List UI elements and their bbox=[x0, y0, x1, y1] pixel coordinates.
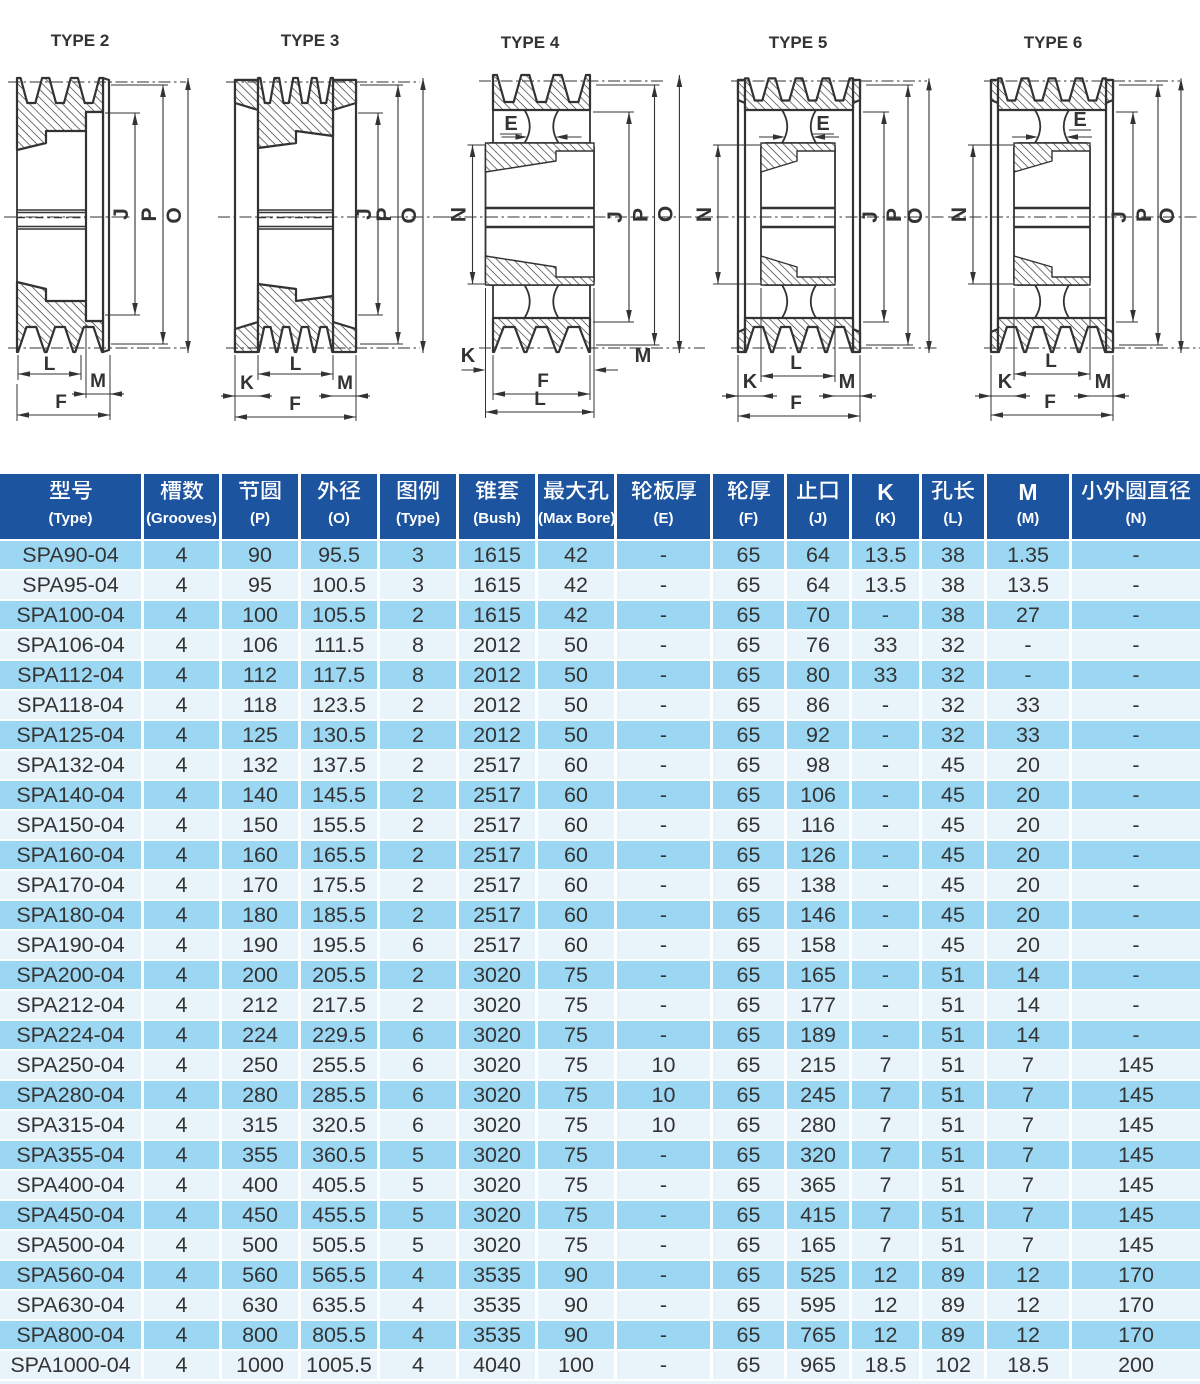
svg-text:M: M bbox=[635, 345, 652, 367]
svg-text:K: K bbox=[743, 371, 758, 393]
svg-text:L: L bbox=[44, 354, 56, 375]
svg-text:P: P bbox=[138, 207, 161, 221]
svg-text:O: O bbox=[904, 208, 927, 224]
svg-text:J: J bbox=[604, 211, 627, 223]
svg-text:P: P bbox=[373, 207, 396, 221]
svg-text:F: F bbox=[537, 371, 549, 392]
svg-text:N: N bbox=[693, 207, 716, 222]
svg-text:N: N bbox=[948, 207, 971, 222]
svg-text:K: K bbox=[240, 373, 254, 394]
svg-text:M: M bbox=[839, 371, 856, 393]
svg-text:O: O bbox=[654, 206, 677, 222]
svg-text:E: E bbox=[1073, 109, 1086, 131]
svg-text:TYPE 3: TYPE 3 bbox=[281, 31, 340, 50]
svg-text:F: F bbox=[55, 392, 67, 413]
svg-text:J: J bbox=[110, 208, 133, 220]
svg-text:TYPE 5: TYPE 5 bbox=[769, 33, 828, 52]
svg-text:N: N bbox=[448, 207, 471, 222]
svg-text:L: L bbox=[1045, 351, 1057, 372]
svg-text:P: P bbox=[883, 208, 906, 222]
svg-text:L: L bbox=[290, 354, 302, 375]
svg-text:O: O bbox=[163, 207, 186, 223]
svg-text:TYPE 6: TYPE 6 bbox=[1024, 33, 1083, 52]
svg-text:TYPE 2: TYPE 2 bbox=[51, 31, 110, 50]
svg-text:O: O bbox=[398, 207, 421, 223]
svg-text:M: M bbox=[90, 371, 106, 392]
svg-text:TYPE 4: TYPE 4 bbox=[501, 33, 560, 52]
svg-text:L: L bbox=[790, 353, 802, 374]
svg-text:J: J bbox=[859, 211, 882, 223]
svg-text:M: M bbox=[337, 373, 353, 394]
svg-text:E: E bbox=[816, 113, 829, 135]
svg-text:J: J bbox=[353, 208, 376, 220]
svg-text:L: L bbox=[534, 389, 546, 410]
svg-text:F: F bbox=[289, 394, 301, 415]
svg-text:J: J bbox=[1108, 211, 1131, 223]
svg-text:M: M bbox=[1095, 371, 1112, 393]
svg-text:K: K bbox=[461, 345, 476, 367]
svg-text:P: P bbox=[1133, 208, 1156, 222]
svg-text:E: E bbox=[504, 113, 517, 135]
svg-text:P: P bbox=[630, 208, 653, 222]
svg-text:F: F bbox=[790, 393, 802, 414]
svg-text:F: F bbox=[1044, 392, 1056, 413]
svg-text:K: K bbox=[998, 371, 1013, 393]
svg-text:O: O bbox=[1156, 208, 1179, 224]
